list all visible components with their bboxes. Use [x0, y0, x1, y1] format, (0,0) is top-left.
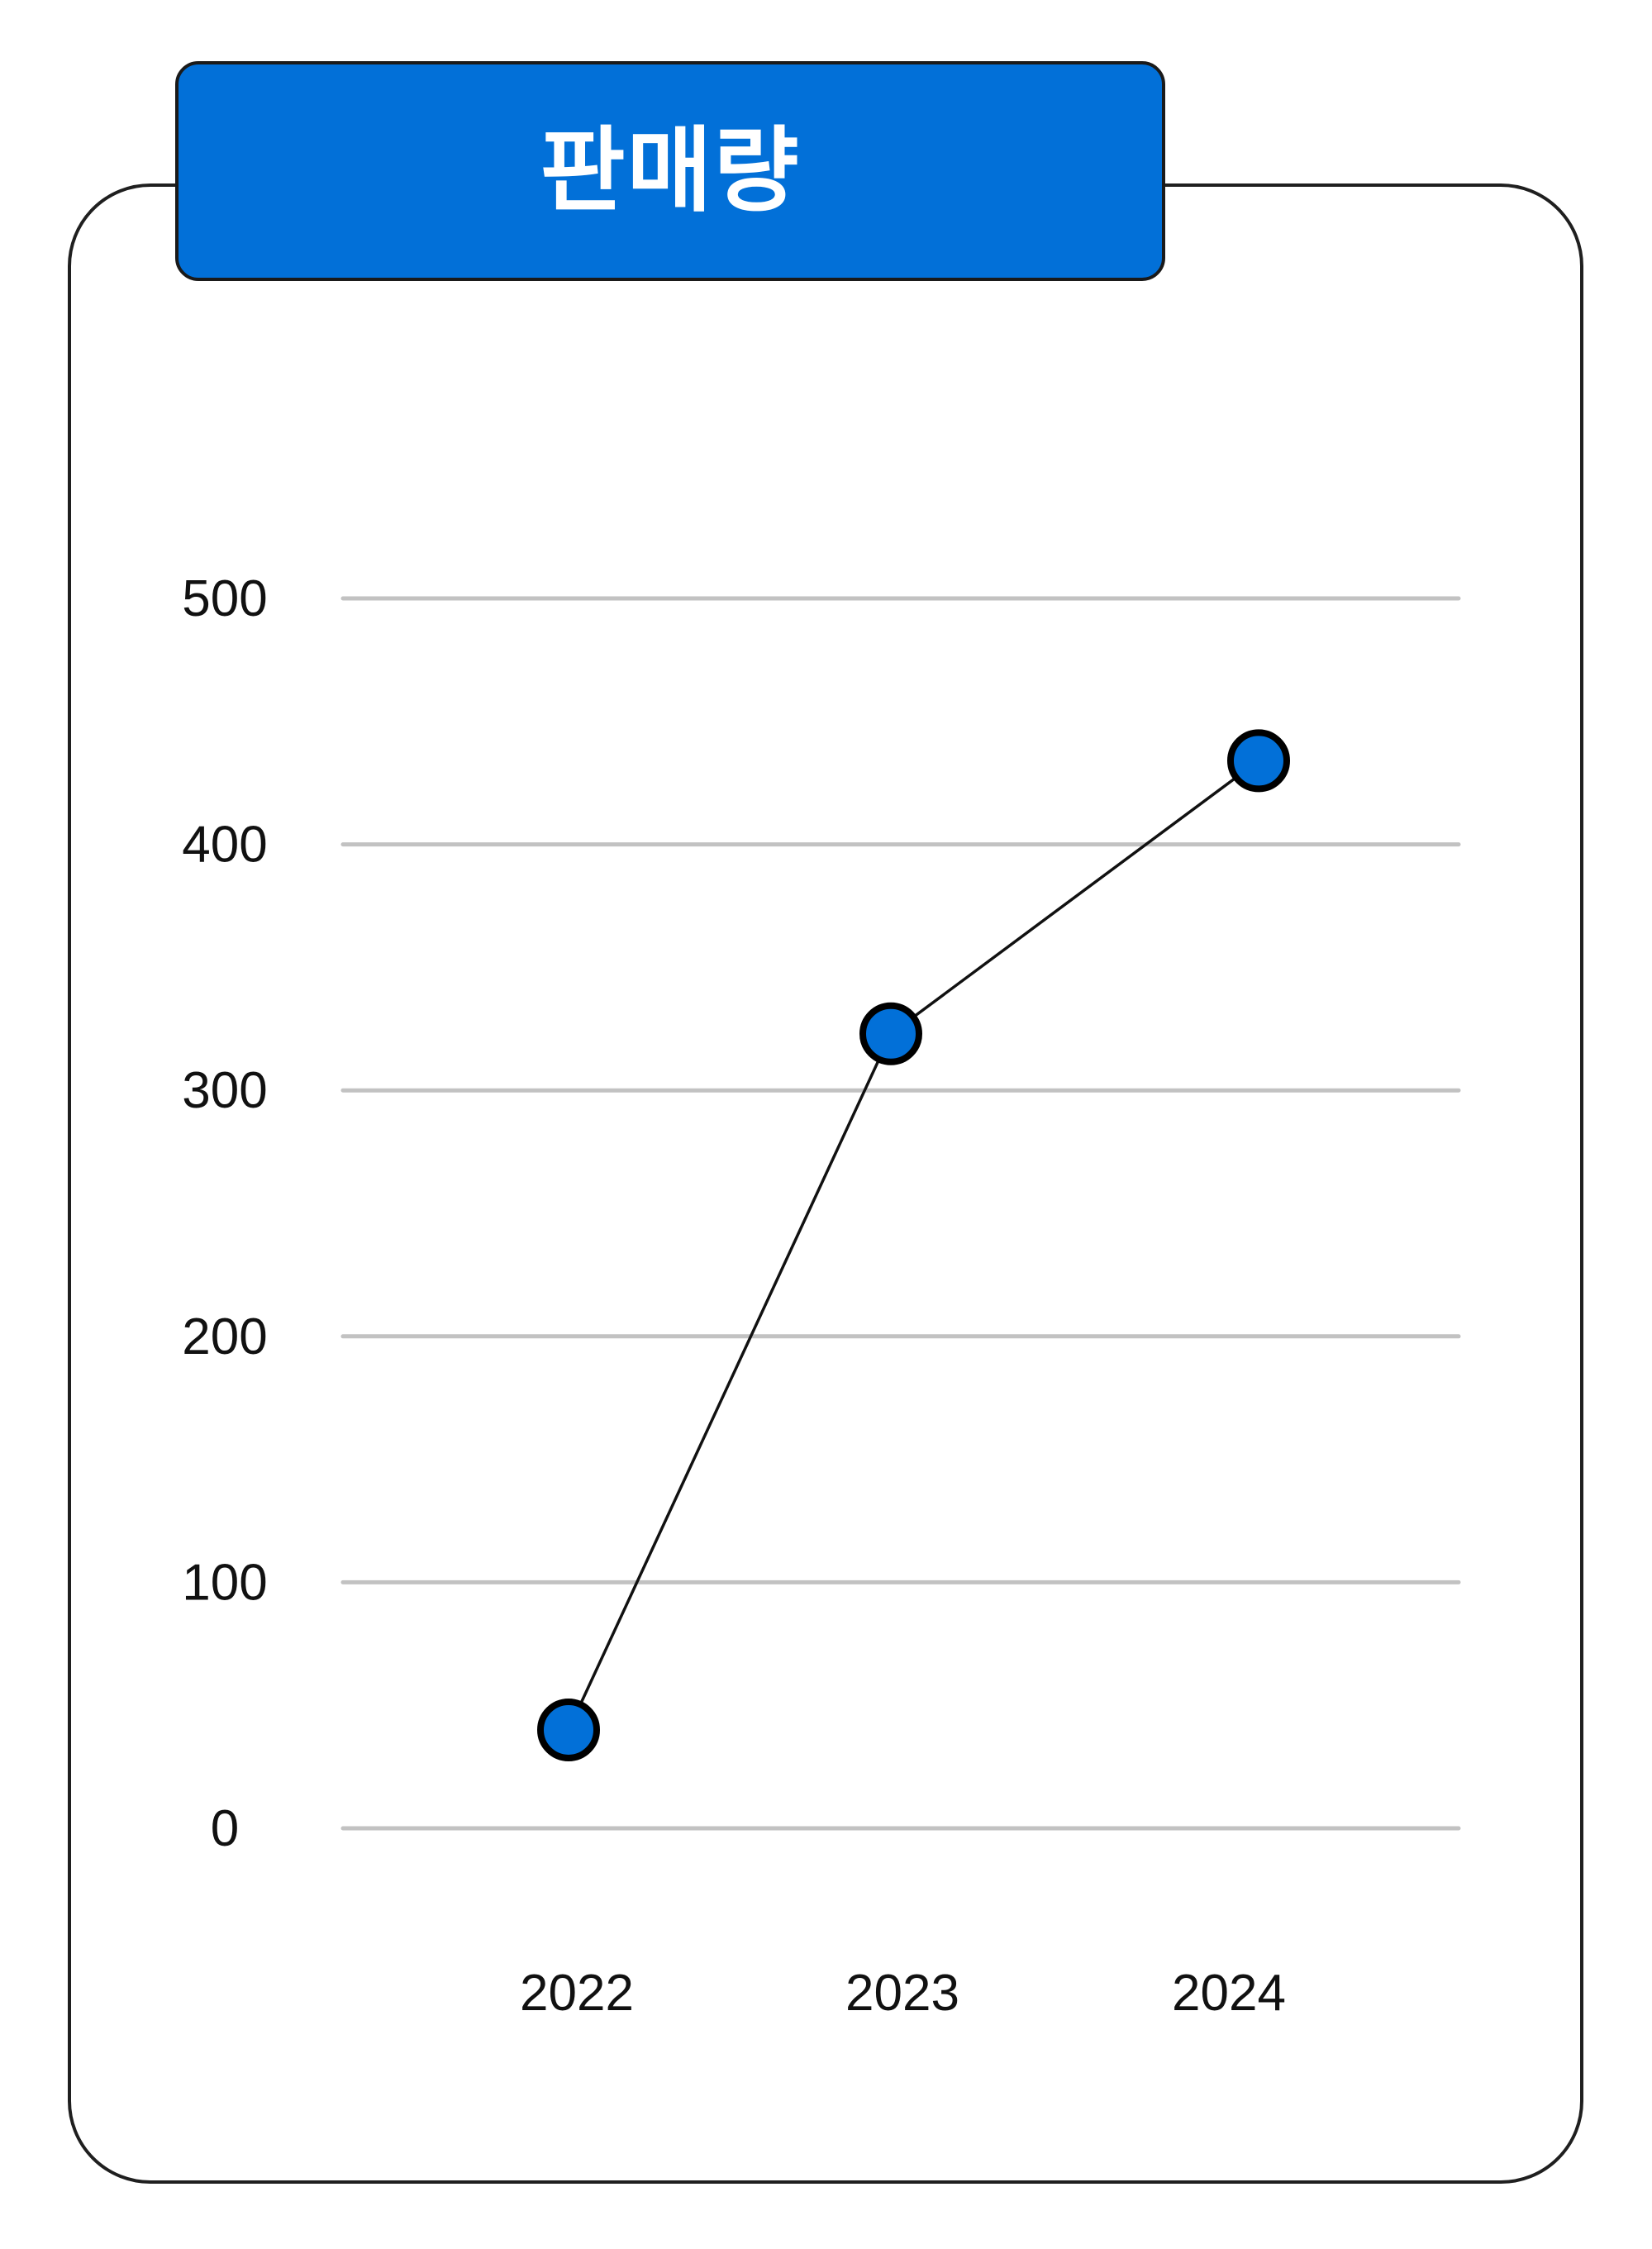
data-point-2024: [1227, 729, 1290, 793]
x-tick-label-2022: 2022: [520, 1965, 634, 2022]
y-tick-label-400: 400: [182, 817, 267, 874]
series-points: [537, 729, 1290, 1761]
y-axis-tick-labels: 0 100 200 300 400 500: [182, 570, 267, 1857]
data-point-2022: [537, 1698, 600, 1761]
x-tick-label-2023: 2023: [845, 1965, 959, 2022]
series-line: [567, 760, 1260, 1731]
y-tick-label-100: 100: [182, 1554, 267, 1611]
chart-card: [68, 183, 1583, 2184]
y-tick-label-200: 200: [182, 1308, 267, 1365]
chart-title: 판매량: [540, 117, 801, 225]
series-line-0: [567, 760, 1260, 1731]
x-tick-label-2024: 2024: [1172, 1965, 1286, 2022]
chart-title-banner: 판매량: [175, 61, 1165, 281]
y-tick-label-0: 0: [211, 1800, 239, 1857]
y-tick-label-300: 300: [182, 1062, 267, 1119]
gridlines: [340, 596, 1461, 1831]
data-point-2023: [859, 1002, 922, 1065]
x-axis-tick-labels: 2022 2023 2024: [520, 1965, 1286, 2022]
y-tick-label-500: 500: [182, 570, 267, 627]
